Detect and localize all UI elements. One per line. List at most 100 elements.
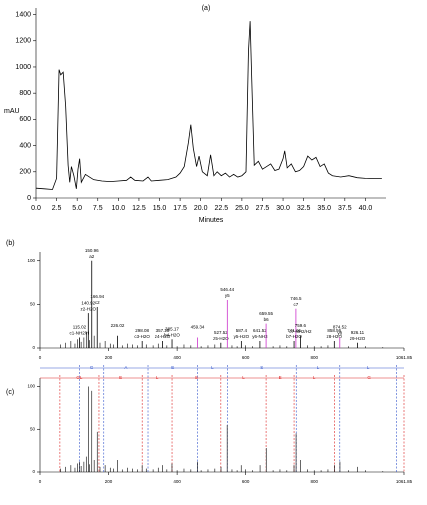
y-tick-label: 0 bbox=[32, 469, 35, 474]
peak-mz-label: 546.44 bbox=[220, 287, 234, 292]
peak-ion-label: y6-NH3 bbox=[252, 334, 268, 339]
residue-label: E bbox=[119, 375, 122, 380]
x-tick-label: 400 bbox=[173, 479, 181, 484]
x-axis-title: Minutes bbox=[199, 217, 224, 224]
y-tick-label: 100 bbox=[27, 258, 35, 263]
peak-ion-label: c7-NH2/H2 bbox=[289, 329, 312, 334]
x-tick-label: 20.0 bbox=[194, 205, 208, 212]
residue-label: E bbox=[279, 375, 282, 380]
x-tick-label: 2.5 bbox=[52, 205, 62, 212]
peak-ion-label: y5 bbox=[225, 293, 230, 298]
peak-ion-label: z5-H2O bbox=[213, 336, 229, 341]
peak-mz-label: 459.34 bbox=[191, 325, 205, 330]
peak-mz-label: 385.17 bbox=[165, 326, 179, 331]
x-tick-label: 22.5 bbox=[214, 205, 228, 212]
residue-label: G bbox=[90, 365, 94, 370]
x-tick-label: 25.0 bbox=[235, 205, 249, 212]
residue-label: L bbox=[242, 375, 245, 380]
peak-mz-label: 759.6 bbox=[295, 323, 307, 328]
residue-label: L bbox=[367, 365, 370, 370]
x-tick-label: 0 bbox=[39, 479, 42, 484]
x-tick-label: 200 bbox=[105, 355, 113, 360]
peak-ion-label: z9-H2O bbox=[350, 336, 366, 341]
residue-label: L bbox=[313, 375, 316, 380]
peak-mz-label: 150.96 bbox=[85, 248, 99, 253]
y-axis-title: mAU bbox=[4, 108, 20, 115]
residue-label: S bbox=[260, 365, 263, 370]
residue-label: S bbox=[195, 375, 198, 380]
x-tick-label: 600 bbox=[242, 479, 250, 484]
peak-mz-label: 527.52 bbox=[214, 330, 228, 335]
x-tick-label: 35.0 bbox=[317, 205, 331, 212]
peak-mz-label: 357.28 bbox=[156, 328, 170, 333]
peak-mz-label: 874.52 bbox=[333, 325, 347, 330]
panel-label: (a) bbox=[202, 5, 211, 12]
peak-mz-label: 115.02 bbox=[73, 325, 87, 330]
y-tick-label: 100 bbox=[27, 384, 35, 389]
peak-ion-label: b4-H2O bbox=[164, 332, 180, 337]
peak-mz-label: 140.92 bbox=[81, 300, 95, 305]
peak-ion-label: y8 bbox=[337, 331, 342, 336]
x-tick-label: 400 bbox=[173, 355, 181, 360]
residue-label: L bbox=[317, 365, 320, 370]
peak-ion-label: c3-H2O bbox=[134, 334, 150, 339]
residue-label: G bbox=[367, 375, 371, 380]
x-tick-label: 10.0 bbox=[112, 205, 126, 212]
x-tick-label: 40.0 bbox=[359, 205, 373, 212]
y-tick-label: 50 bbox=[30, 426, 36, 431]
residue-label: GL bbox=[76, 375, 83, 380]
y-tick-label: 1000 bbox=[15, 64, 31, 71]
x-tick-label: 5.0 bbox=[72, 205, 82, 212]
x-tick-label: 32.5 bbox=[297, 205, 311, 212]
y-tick-label: 400 bbox=[19, 142, 31, 149]
peak-ion-label: z8-H2O bbox=[327, 334, 343, 339]
y-tick-label: 600 bbox=[19, 116, 31, 123]
trace bbox=[35, 21, 382, 190]
x-tick-label: 17.5 bbox=[173, 205, 187, 212]
y-tick-label: 50 bbox=[30, 302, 36, 307]
peak-mz-label: 298.08 bbox=[135, 328, 149, 333]
panel-label: (b) bbox=[6, 240, 15, 247]
peak-mz-label: 858.56 bbox=[327, 328, 341, 333]
y-tick-label: 0 bbox=[32, 345, 35, 350]
peak-mz-label: 926.11 bbox=[351, 330, 365, 335]
peak-mz-label: 746.5 bbox=[290, 296, 302, 301]
peak-ion-label: z2-H2O bbox=[81, 306, 97, 311]
x-tick-label: 800 bbox=[310, 355, 318, 360]
residue-label: A bbox=[124, 365, 127, 370]
peak-ion-label: b6 bbox=[264, 317, 270, 322]
y-tick-label: 1200 bbox=[15, 38, 31, 45]
x-tick-label: 600 bbox=[242, 355, 250, 360]
peak-ion-label: z4-H2O bbox=[155, 334, 171, 339]
x-tick-label: 0 bbox=[39, 355, 42, 360]
peak-ion-label: b7-H2O bbox=[286, 334, 302, 339]
panel-label: (c) bbox=[6, 389, 14, 396]
peak-mz-label: 226.02 bbox=[111, 323, 125, 328]
peak-ion-label: c2 bbox=[95, 300, 100, 305]
peak-mz-label: 166.94 bbox=[90, 294, 104, 299]
x-tick-label: 0.0 bbox=[31, 205, 41, 212]
y-tick-label: 1400 bbox=[15, 11, 31, 18]
residue-label: L bbox=[211, 365, 214, 370]
peak-ion-label: y5-H2O bbox=[234, 334, 250, 339]
x-tick-label: 37.5 bbox=[338, 205, 352, 212]
y-tick-label: 200 bbox=[19, 169, 31, 176]
residue-label: E bbox=[171, 365, 174, 370]
residue-label: L bbox=[156, 375, 159, 380]
x-tick-label: 1061.85 bbox=[396, 355, 413, 360]
x-tick-label: 15.0 bbox=[153, 205, 167, 212]
x-tick-label: 800 bbox=[310, 479, 318, 484]
peak-ion-label: c1-NH2/H bbox=[70, 331, 90, 336]
peak-ion-label: a2 bbox=[89, 254, 95, 259]
x-tick-label: 30.0 bbox=[276, 205, 290, 212]
x-tick-label: 27.5 bbox=[256, 205, 270, 212]
peak-mz-label: 659.55 bbox=[259, 311, 273, 316]
y-tick-label: 0 bbox=[27, 195, 31, 202]
peak-mz-label: 587.4 bbox=[236, 328, 248, 333]
peak-mz-label: 741.16 bbox=[287, 328, 301, 333]
x-tick-label: 7.5 bbox=[93, 205, 103, 212]
peak-mz-label: 641.52 bbox=[253, 328, 267, 333]
x-tick-label: 12.5 bbox=[132, 205, 146, 212]
y-tick-label: 800 bbox=[19, 90, 31, 97]
